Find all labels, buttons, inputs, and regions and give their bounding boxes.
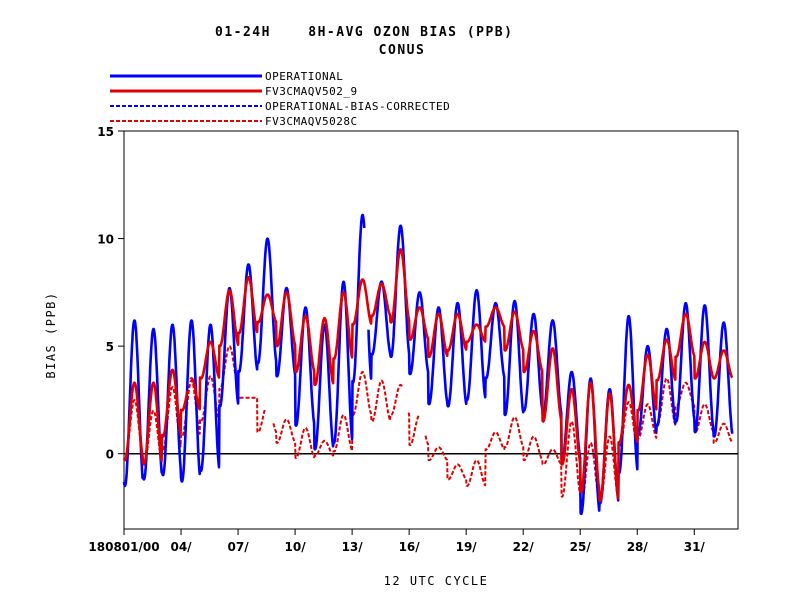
x-tick-label-0: 180801/00 (88, 540, 159, 554)
x-axis: 180801/00 04/07/10/13/16/19/22/25/28/31/ (88, 529, 705, 554)
y-tick-label-0: 0 (106, 448, 114, 462)
x-tick-label-2: 07/ (228, 540, 250, 554)
series-layer (122, 213, 734, 516)
x-tick-label-9: 28/ (627, 540, 649, 554)
x-tick-label-8: 25/ (570, 540, 592, 554)
legend-label-fv3cmaqv5028c: FV3CMAQV5028C (265, 115, 358, 128)
x-tick-label-10: 31/ (684, 540, 706, 554)
x-tick-label-4: 13/ (342, 540, 364, 554)
legend-label-operational: OPERATIONAL (265, 70, 343, 83)
series-line-fv3cmaqv502-9 (122, 248, 734, 503)
series-line-fv3cmaqv5028c (123, 345, 734, 505)
x-axis-label: 12 UTC CYCLE (384, 574, 489, 588)
y-tick-label-3: 15 (97, 125, 114, 139)
chart-subtitle: CONUS (379, 43, 426, 58)
x-tick-label-6: 19/ (456, 540, 478, 554)
y-tick-label-2: 10 (97, 233, 114, 247)
legend-label-operational-bias-corrected: OPERATIONAL-BIAS-CORRECTED (265, 100, 450, 113)
legend-label-fv3cmaqv502-9: FV3CMAQV502_9 (265, 85, 358, 98)
chart-title: 01-24H 8H-AVG OZON BIAS (PPB) (215, 25, 513, 40)
x-tick-label-7: 22/ (513, 540, 535, 554)
legend: OPERATIONAL FV3CMAQV502_9 OPERATIONAL-BI… (110, 70, 450, 128)
plot-frame (123, 130, 739, 530)
x-tick-label-5: 16/ (399, 540, 421, 554)
x-tick-label-3: 10/ (285, 540, 307, 554)
x-tick-label-1: 04/ (170, 540, 192, 554)
y-axis-label: BIAS (PPB) (44, 291, 58, 378)
y-tick-label-1: 5 (106, 340, 114, 354)
y-axis: 0 5 10 15 (97, 125, 124, 462)
